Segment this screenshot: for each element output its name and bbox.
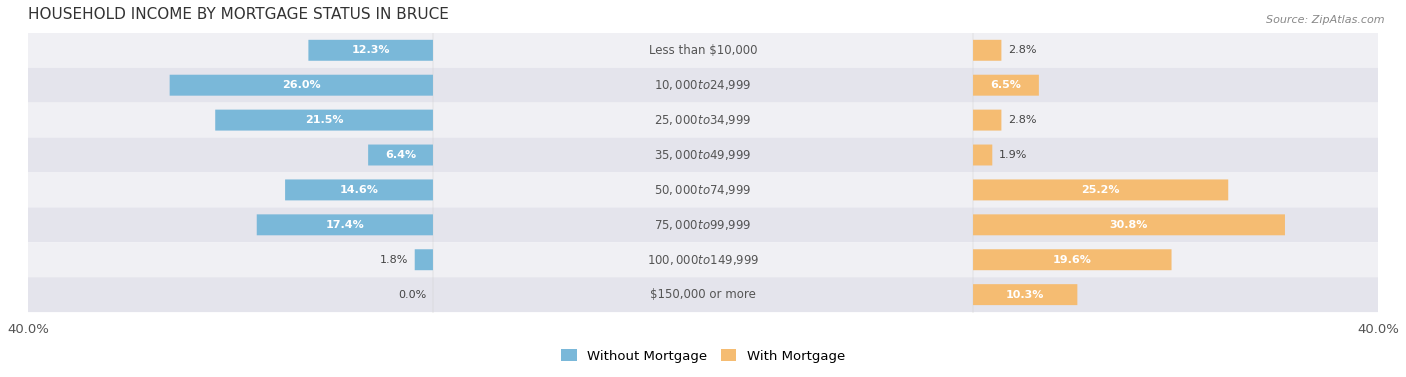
FancyBboxPatch shape [973, 40, 1001, 61]
FancyBboxPatch shape [973, 75, 1039, 96]
FancyBboxPatch shape [20, 277, 1386, 312]
Text: 2.8%: 2.8% [1008, 45, 1036, 55]
Text: 30.8%: 30.8% [1109, 220, 1149, 230]
Text: 10.3%: 10.3% [1007, 290, 1045, 300]
Text: 2.8%: 2.8% [1008, 115, 1036, 125]
Text: 26.0%: 26.0% [283, 80, 321, 90]
FancyBboxPatch shape [415, 249, 433, 270]
FancyBboxPatch shape [215, 110, 433, 130]
Text: 6.4%: 6.4% [385, 150, 416, 160]
Text: Source: ZipAtlas.com: Source: ZipAtlas.com [1267, 15, 1385, 25]
Text: 21.5%: 21.5% [305, 115, 343, 125]
Text: 6.5%: 6.5% [990, 80, 1021, 90]
FancyBboxPatch shape [20, 33, 1386, 68]
Text: 17.4%: 17.4% [325, 220, 364, 230]
Text: 25.2%: 25.2% [1081, 185, 1121, 195]
Legend: Without Mortgage, With Mortgage: Without Mortgage, With Mortgage [555, 344, 851, 368]
Text: 14.6%: 14.6% [340, 185, 378, 195]
FancyBboxPatch shape [973, 110, 1001, 130]
Text: 12.3%: 12.3% [352, 45, 389, 55]
Text: 19.6%: 19.6% [1053, 255, 1091, 265]
FancyBboxPatch shape [20, 103, 1386, 138]
FancyBboxPatch shape [308, 40, 433, 61]
FancyBboxPatch shape [20, 242, 1386, 277]
FancyBboxPatch shape [20, 172, 1386, 207]
FancyBboxPatch shape [973, 215, 1285, 235]
Text: 1.9%: 1.9% [1000, 150, 1028, 160]
FancyBboxPatch shape [973, 179, 1229, 201]
FancyBboxPatch shape [285, 179, 433, 201]
Text: $50,000 to $74,999: $50,000 to $74,999 [654, 183, 752, 197]
Text: 1.8%: 1.8% [380, 255, 408, 265]
FancyBboxPatch shape [368, 144, 433, 166]
FancyBboxPatch shape [257, 215, 433, 235]
FancyBboxPatch shape [973, 144, 993, 166]
FancyBboxPatch shape [973, 284, 1077, 305]
Text: Less than $10,000: Less than $10,000 [648, 44, 758, 57]
Text: $25,000 to $34,999: $25,000 to $34,999 [654, 113, 752, 127]
FancyBboxPatch shape [170, 75, 433, 96]
FancyBboxPatch shape [20, 207, 1386, 242]
Text: $150,000 or more: $150,000 or more [650, 288, 756, 301]
Text: $100,000 to $149,999: $100,000 to $149,999 [647, 253, 759, 267]
FancyBboxPatch shape [20, 68, 1386, 103]
Text: $10,000 to $24,999: $10,000 to $24,999 [654, 78, 752, 92]
Text: HOUSEHOLD INCOME BY MORTGAGE STATUS IN BRUCE: HOUSEHOLD INCOME BY MORTGAGE STATUS IN B… [28, 7, 449, 22]
Text: $35,000 to $49,999: $35,000 to $49,999 [654, 148, 752, 162]
FancyBboxPatch shape [20, 138, 1386, 172]
Text: 0.0%: 0.0% [398, 290, 426, 300]
FancyBboxPatch shape [973, 249, 1171, 270]
Text: $75,000 to $99,999: $75,000 to $99,999 [654, 218, 752, 232]
